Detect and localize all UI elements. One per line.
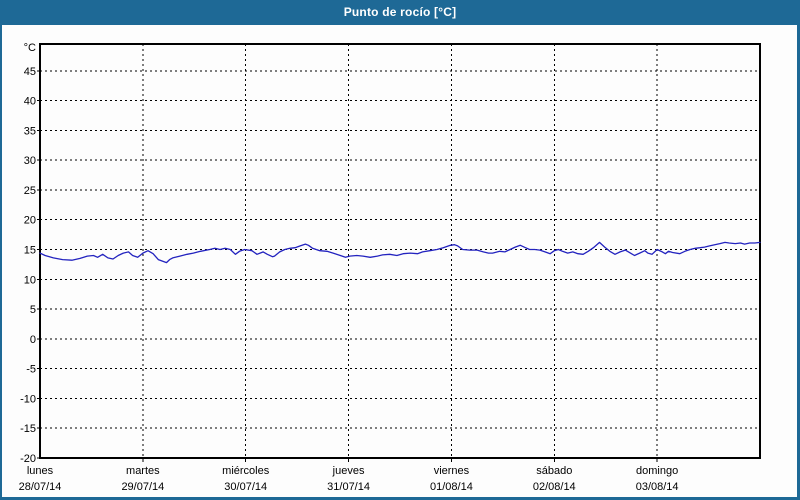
chart-title-bar: Punto de rocío [°C] — [0, 0, 800, 25]
x-axis-day-label: lunes — [27, 465, 54, 477]
y-axis-tick-label: 20 — [24, 215, 36, 227]
y-axis-tick-label: 10 — [24, 274, 36, 286]
x-axis-date-label: 29/07/14 — [121, 481, 164, 493]
x-axis-date-label: 30/07/14 — [224, 481, 267, 493]
x-axis-day-label: domingo — [636, 465, 678, 477]
x-axis-date-label: 28/07/14 — [19, 481, 62, 493]
y-axis-tick-label: 30 — [24, 155, 36, 167]
x-axis-date-label: 01/08/14 — [430, 481, 473, 493]
chart-title: Punto de rocío [°C] — [343, 5, 457, 19]
y-axis-tick-label: -5 — [26, 364, 36, 376]
x-axis-day-label: viernes — [434, 465, 470, 477]
y-axis-tick-label: -10 — [20, 393, 36, 405]
y-axis-tick-label: -20 — [20, 453, 36, 465]
dew-point-line — [39, 241, 761, 264]
x-axis-date-label: 31/07/14 — [327, 481, 370, 493]
y-axis-tick-label: 35 — [24, 125, 36, 137]
x-axis-day-label: sábado — [536, 465, 572, 477]
x-axis-date-label: 03/08/14 — [636, 481, 679, 493]
x-axis-day-label: miércoles — [222, 465, 270, 477]
plot-border — [39, 43, 761, 459]
x-axis-day-label: jueves — [332, 465, 365, 477]
y-axis-unit-label: °C — [24, 42, 36, 54]
y-axis-tick-label: 5 — [30, 304, 36, 316]
y-axis-tick-label: 15 — [24, 245, 36, 257]
y-axis-tick-label: 45 — [24, 66, 36, 78]
x-axis-date-label: 02/08/14 — [533, 481, 576, 493]
y-axis-tick-label: 25 — [24, 185, 36, 197]
y-axis-tick-label: 0 — [30, 334, 36, 346]
y-axis-tick-label: 40 — [24, 96, 36, 108]
y-axis-tick-label: -15 — [20, 423, 36, 435]
x-axis-day-label: martes — [126, 465, 160, 477]
